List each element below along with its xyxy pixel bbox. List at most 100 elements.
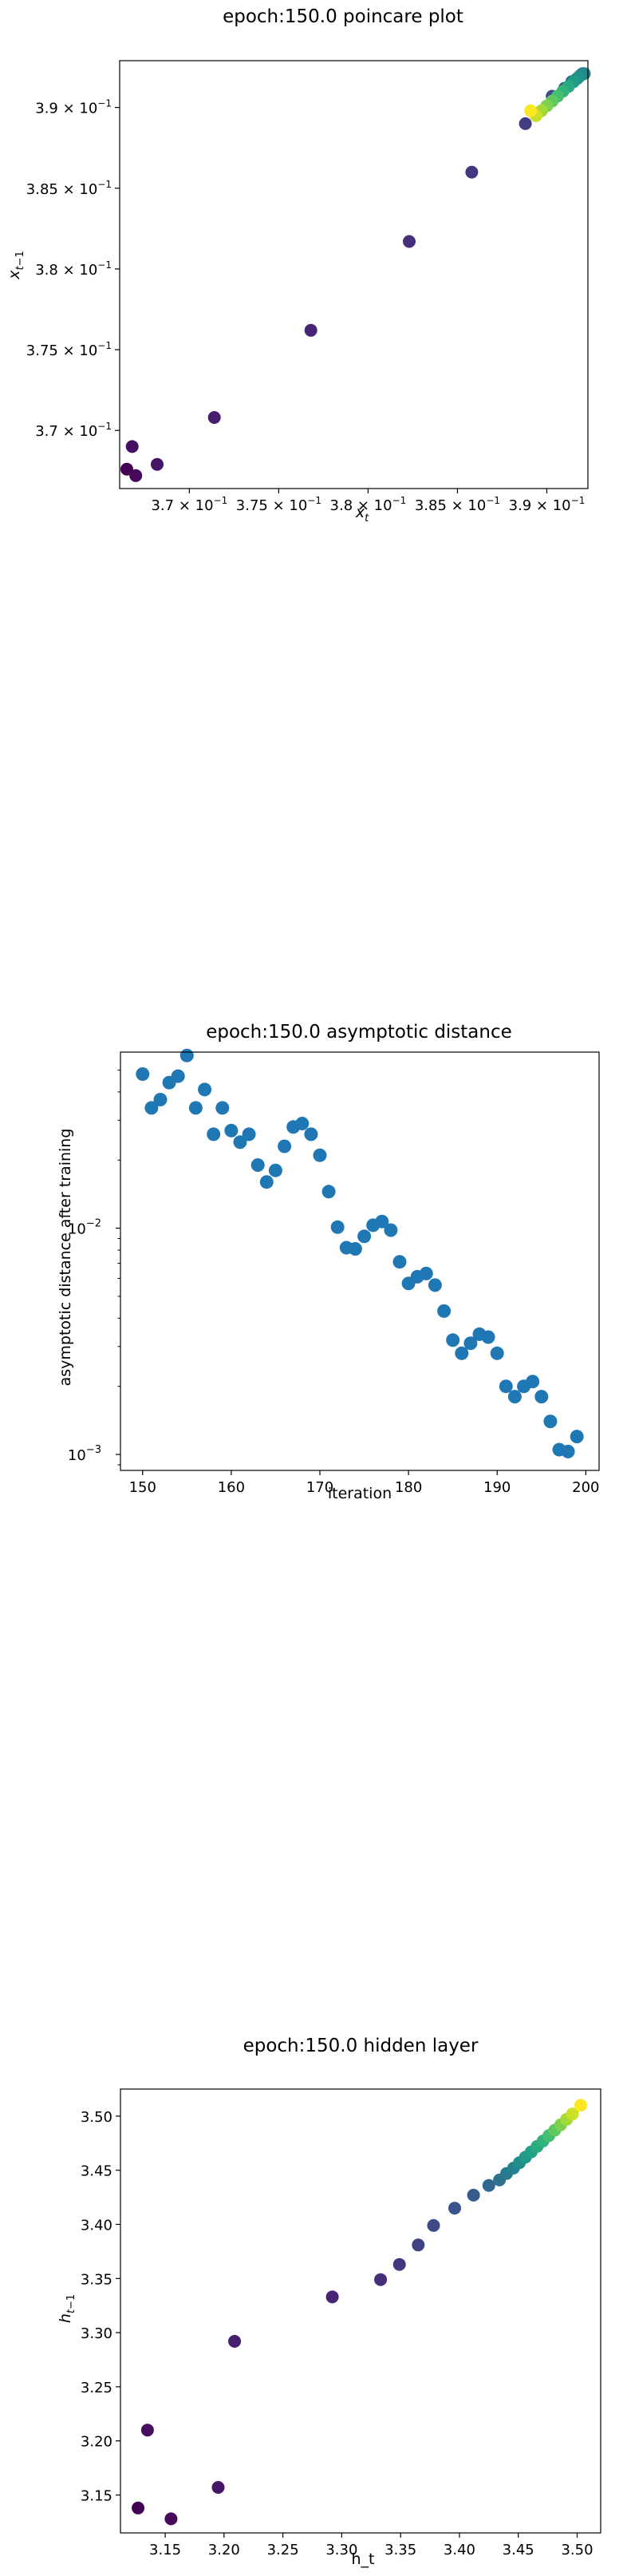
x-axis-label: xt	[355, 504, 369, 524]
scatter-point	[179, 1048, 194, 1062]
scatter-point	[250, 1158, 265, 1172]
x-tick-label: 3.15	[149, 2542, 181, 2558]
scatter-point	[403, 235, 416, 248]
scatter-point	[570, 1430, 584, 1444]
scatter-point	[392, 2257, 406, 2271]
y-tick-label: 3.85 × 10−1	[26, 179, 112, 198]
scatter-point	[566, 2107, 579, 2121]
scatter-point	[499, 1379, 513, 1394]
scatter-point	[164, 2512, 178, 2526]
scatter-point	[129, 469, 143, 482]
scatter-point	[428, 1278, 442, 1292]
y-tick-label: 3.40	[81, 2218, 112, 2234]
scatter-point	[437, 1304, 452, 1318]
scatter-point	[561, 1444, 575, 1458]
chart-title: epoch:150.0 hidden layer	[243, 2036, 479, 2056]
scatter-point	[465, 165, 479, 179]
scatter-points	[132, 2099, 587, 2526]
x-axis: 3.15 3.20 3.25 3.30 3.35 3.40 3.45 3.50	[149, 2533, 593, 2558]
scatter-point	[392, 1255, 407, 1269]
scatter-point	[132, 2501, 145, 2515]
scatter-point	[357, 1229, 372, 1244]
y-axis-label: asymptotic distance after training	[57, 1129, 74, 1387]
scatter-point	[207, 411, 221, 424]
scatter-point	[321, 1185, 336, 1199]
scatter-point	[412, 2238, 425, 2252]
y-axis-label: xt−1	[6, 251, 26, 280]
scatter-point	[526, 1375, 540, 1389]
x-tick-label: 3.50	[561, 2542, 593, 2558]
y-tick-label: 3.75 × 10−1	[26, 340, 112, 359]
y-axis: 3.7 × 10−1 3.75 × 10−1 3.8 × 10−1 3.85 × 10…	[26, 98, 120, 440]
y-tick-label: 3.8 × 10−1	[35, 259, 112, 279]
x-tick-label: 200	[572, 1479, 599, 1496]
scatter-point	[374, 2273, 388, 2286]
x-axis-label: h_t	[352, 2550, 375, 2568]
scatter-point	[268, 1163, 282, 1177]
chart-title: epoch:150.0 poincare plot	[223, 6, 463, 27]
scatter-point	[224, 1123, 239, 1138]
x-axis: 150 160 170 180 190 200	[129, 1470, 600, 1496]
scatter-point	[446, 1333, 460, 1347]
x-tick-label: 3.35	[384, 2542, 416, 2558]
scatter-point	[125, 440, 139, 453]
poincare-plot-chart: epoch:150.0 poincare plot 3.7 × 10−1 3.75…	[6, 6, 591, 524]
scatter-point	[207, 1127, 221, 1142]
y-tick-label: 10−3	[68, 1444, 101, 1464]
x-tick-label: 3.8 × 10−1	[330, 495, 407, 514]
x-tick-label: 3.45	[503, 2542, 534, 2558]
x-tick-label: 150	[129, 1479, 156, 1496]
scatter-point	[278, 1139, 292, 1153]
y-tick-label: 3.15	[81, 2488, 112, 2505]
scatter-point	[136, 1067, 150, 1081]
y-tick-label: 3.50	[81, 2109, 112, 2126]
scatter-point	[534, 1390, 549, 1404]
axes-frame	[120, 2088, 601, 2534]
y-tick-label: 3.25	[81, 2380, 112, 2396]
hidden-layer-chart: epoch:150.0 hidden layer 3.15 3.20 3.25 3.3…	[57, 2036, 601, 2568]
y-tick-label: 3.30	[81, 2325, 112, 2342]
scatter-point	[211, 2481, 225, 2494]
hidden-layer-figure: epoch:150.0 hidden layer 3.15 3.20 3.25 3.3…	[0, 2028, 627, 2573]
x-tick-label: 180	[395, 1479, 422, 1496]
poincare-plot-figure: epoch:150.0 poincare plot 3.7 × 10−1 3.75…	[0, 0, 627, 631]
scatter-point	[228, 2335, 242, 2348]
scatter-point	[325, 2290, 339, 2304]
scatter-point	[455, 1346, 469, 1360]
axes-frame	[120, 1051, 600, 1471]
scatter-point	[482, 2178, 495, 2192]
x-tick-label: 3.85 × 10−1	[415, 495, 500, 514]
scatter-point	[215, 1101, 230, 1115]
scatter-point	[153, 1093, 168, 1106]
scatter-point	[524, 104, 538, 117]
scatter-point	[151, 457, 164, 471]
y-tick-label: 3.45	[81, 2163, 112, 2180]
scatter-point	[507, 1390, 522, 1404]
y-axis: 10−310−2	[68, 1069, 120, 1466]
y-axis-label: ht−1	[57, 2294, 77, 2323]
scatter-point	[330, 1220, 345, 1234]
scatter-point	[198, 1082, 212, 1097]
scatter-point	[419, 1266, 433, 1280]
axes-frame	[119, 60, 589, 489]
y-tick-label: 3.35	[81, 2271, 112, 2288]
scatter-point	[463, 1336, 478, 1351]
scatter-point	[120, 462, 133, 476]
plot-area: 3.15 3.20 3.25 3.30 3.35 3.40 3.45 3.50 3.15 3.20…	[81, 2088, 601, 2558]
x-axis-label: iteration	[328, 1485, 392, 1502]
scatter-point	[574, 2099, 587, 2112]
scatter-point	[448, 2202, 461, 2215]
x-tick-label: 3.25	[267, 2542, 299, 2558]
x-tick-label: 3.40	[444, 2542, 475, 2558]
y-tick-label: 3.9 × 10−1	[35, 98, 112, 117]
scatter-point	[481, 1330, 495, 1344]
scatter-point	[233, 1135, 247, 1150]
x-tick-label: 190	[483, 1479, 511, 1496]
x-tick-label: 3.30	[325, 2542, 357, 2558]
scatter-point	[519, 117, 532, 130]
x-tick-label: 3.75 × 10−1	[236, 495, 321, 514]
scatter-point	[144, 1101, 159, 1115]
scatter-point	[304, 323, 317, 337]
x-tick-label: 3.9 × 10−1	[509, 495, 586, 514]
scatter-point	[348, 1242, 362, 1256]
